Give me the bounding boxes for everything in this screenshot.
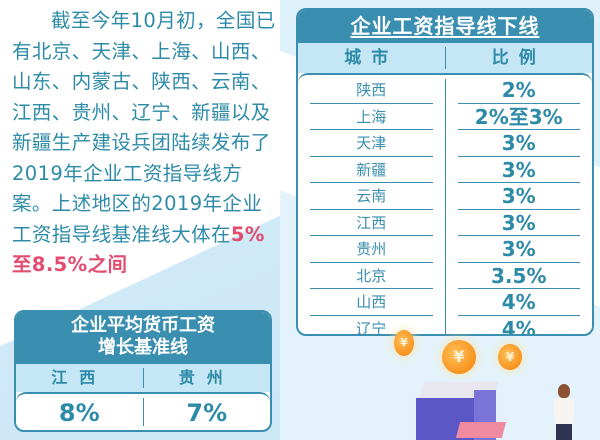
table-body: 陕西 上海 天津 新疆 云南 江西 贵州 北京 山西 辽宁 2% 2%至3% 3… (298, 73, 593, 336)
money-machine-illustration: ¥ ¥ ¥ (380, 330, 600, 440)
banknotes-icon (455, 422, 507, 438)
table-row: 陕西 (310, 77, 433, 104)
header-divider (444, 47, 446, 69)
table-row: 3% (457, 210, 580, 236)
table-row: 新疆 (310, 157, 433, 183)
lower-limit-table: 企业工资指导线下线 城市 比例 陕西 上海 天津 新疆 云南 江西 贵州 北京 … (296, 8, 594, 336)
baseline-column-guizhou: 贵州 (178, 368, 235, 387)
person-legs (556, 424, 572, 440)
table-row: 上海 (310, 104, 433, 130)
table-row: 贵州 (310, 236, 433, 263)
baseline-value-jiangxi: 8% (58, 399, 100, 427)
column-divider (444, 79, 446, 334)
coin-icon: ¥ (498, 344, 522, 370)
table-row: 山西 (310, 289, 433, 316)
baseline-values: 8% 7% (16, 392, 270, 430)
table-row: 3.5% (457, 263, 580, 289)
table-row: 2% (457, 77, 580, 104)
column-header-city: 城市 (344, 48, 399, 68)
baseline-card: 企业平均货币工资 增长基准线 江西 贵州 8% 7% (14, 310, 272, 432)
table-row: 3% (457, 183, 580, 210)
table-row: 2%至3% (457, 104, 580, 130)
column-header-ratio: 比例 (491, 48, 546, 68)
table-row: 3% (457, 157, 580, 183)
coin-icon: ¥ (442, 340, 476, 374)
coin-icon: ¥ (394, 330, 414, 356)
table-row: 3% (457, 236, 580, 263)
baseline-title-line2: 增长基准线 (98, 337, 188, 358)
baseline-header: 江西 贵州 (16, 364, 270, 392)
table-row: 4% (457, 289, 580, 316)
baseline-title: 企业平均货币工资 增长基准线 (16, 312, 270, 364)
intro-paragraph: 截至今年10月初，全国已有北京、天津、上海、山西、山东、内蒙古、陕西、云南、江西… (12, 6, 282, 281)
table-header: 城市 比例 (298, 43, 592, 73)
table-row: 3% (457, 130, 580, 157)
table-row: 辽宁 (356, 319, 387, 336)
baseline-value-guizhou: 7% (186, 399, 228, 427)
table-row: 天津 (310, 130, 433, 157)
table-row: 江西 (310, 210, 433, 236)
baseline-title-line1: 企业平均货币工资 (71, 315, 215, 336)
table-row: 4% (501, 316, 536, 336)
baseline-column-jiangxi: 江西 (51, 368, 108, 387)
table-row: 北京 (310, 263, 433, 289)
city-column: 陕西 上海 天津 新疆 云南 江西 贵州 北京 山西 辽宁 (298, 77, 445, 336)
person-head (558, 384, 570, 398)
intro-text: 截至今年10月初，全国已有北京、天津、上海、山西、山东、内蒙古、陕西、云南、江西… (12, 9, 276, 246)
intro-highlight: 5%至8.5%之间 (12, 222, 265, 277)
ratio-column: 2% 2%至3% 3% 3% 3% 3% 3% 3.5% 4% 4% (446, 77, 593, 336)
table-title: 企业工资指导线下线 (298, 10, 592, 43)
person-body (554, 398, 574, 424)
table-row: 云南 (310, 183, 433, 210)
baseline-header-divider (142, 368, 144, 388)
baseline-value-divider (142, 398, 144, 426)
